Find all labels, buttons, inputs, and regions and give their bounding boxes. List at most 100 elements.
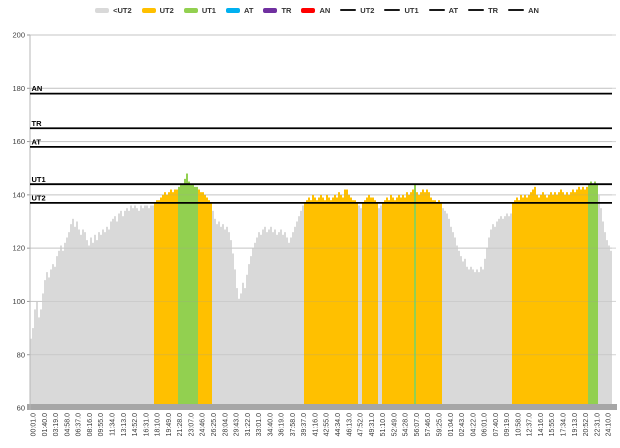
x-tick-label: 04:22.0 (470, 413, 477, 436)
x-tick-label: 18:10.0 (155, 413, 162, 436)
legend-swatch-icon (95, 7, 110, 13)
legend-label: AT (243, 5, 254, 15)
y-tick-label: 80 (17, 350, 25, 359)
zone-line-label-UT1: UT1 (32, 175, 46, 184)
x-tick-label: 37:58.0 (290, 413, 297, 436)
x-tick-label: 01:04.0 (448, 413, 455, 436)
legend-line-icon (508, 9, 525, 11)
x-tick-label: 47:52.0 (358, 413, 365, 436)
x-tick-label: 09:55.0 (98, 413, 105, 436)
legend-item-line-AN: AN (508, 6, 539, 15)
legend-item-line-UT1: UT1 (384, 5, 419, 15)
x-tick-label: 24:46.0 (200, 413, 207, 436)
x-tick-label: 51:10.0 (380, 413, 387, 436)
x-tick-label: 09:19.0 (504, 413, 511, 436)
x-tick-label: 11:34.0 (110, 413, 117, 436)
legend-item-area-UT1: UT1 (183, 5, 216, 15)
x-tick-label: 00:01.0 (31, 413, 38, 436)
x-tick-label: 17:34.0 (561, 413, 568, 436)
legend-label: UT2 (159, 5, 174, 15)
legend-item-line-UT2: UT2 (340, 6, 374, 15)
x-tick-label: 24:10.0 (606, 413, 613, 436)
legend-label: AN (528, 5, 539, 15)
hr-area-series (30, 173, 612, 406)
legend-item-area-lt-UT2: <UT2 (95, 6, 132, 15)
x-tick-label: 07:40.0 (493, 413, 500, 436)
x-tick-label: 01:40.0 (42, 413, 49, 436)
x-tick-label: 57:46.0 (425, 413, 432, 436)
x-tick-label: 59:25.0 (436, 413, 443, 436)
legend-label: UT1 (201, 5, 216, 15)
x-tick-label: 31:22.0 (245, 413, 252, 436)
x-tick-label: 08:16.0 (87, 413, 94, 436)
x-tick-label: 22:31.0 (594, 413, 601, 436)
legend-label: AT (448, 5, 459, 15)
legend-label: AN (319, 5, 331, 15)
x-tick-label: 04:58.0 (64, 413, 71, 436)
x-tick-label: 54:28.0 (403, 413, 410, 436)
x-tick-label: 15:55.0 (549, 413, 556, 436)
legend-item-area-TR: TR (263, 6, 291, 15)
legend-swatch-icon (225, 7, 240, 13)
x-tick-label: 20:52.0 (583, 413, 590, 436)
x-tick-label: 12:37.0 (527, 413, 534, 436)
zone-line-label-AT: AT (32, 138, 42, 147)
legend-label: TR (488, 5, 499, 15)
x-tick-label: 52:49.0 (391, 413, 398, 436)
x-tick-label: 06:37.0 (76, 413, 83, 436)
y-tick-label: 100 (12, 297, 25, 306)
x-tick-label: 41:16.0 (312, 413, 319, 436)
legend-label: TR (281, 5, 292, 15)
x-tick-label: 14:16.0 (538, 413, 545, 436)
y-tick-label: 60 (17, 404, 25, 413)
x-tick-label: 46:13.0 (346, 413, 353, 436)
legend-item-area-AN: AN (301, 6, 330, 15)
x-tick-label: 29:43.0 (234, 413, 241, 436)
x-tick-label: 44:34.0 (335, 413, 342, 436)
legend-swatch-icon (301, 7, 316, 13)
zone-line-label-TR: TR (32, 119, 43, 128)
y-tick-label: 200 (12, 31, 25, 40)
axis-band (27, 404, 617, 410)
legend-line-icon (468, 9, 485, 11)
x-tick-label: 02:43.0 (459, 413, 466, 436)
legend-item-area-AT: AT (225, 5, 254, 15)
x-tick-label: 19:49.0 (166, 413, 173, 436)
legend-swatch-icon (183, 7, 198, 13)
legend-item-line-TR: TR (468, 6, 498, 15)
legend-label: <UT2 (113, 5, 132, 15)
legend-item-line-AT: AT (428, 5, 459, 15)
x-tick-label: 19:13.0 (572, 413, 579, 436)
legend-line-icon (384, 9, 401, 11)
legend-line-icon (340, 9, 357, 11)
x-tick-label: 36:19.0 (279, 413, 286, 436)
y-tick-label: 160 (12, 137, 25, 146)
x-tick-label: 28:04.0 (222, 413, 229, 436)
x-tick-label: 26:25.0 (211, 413, 218, 436)
legend-line-icon (428, 9, 445, 11)
zone-line-label-AN: AN (32, 84, 43, 93)
y-tick-label: 120 (12, 244, 25, 253)
legend-label: UT2 (360, 5, 375, 15)
zone-line-label-UT2: UT2 (32, 193, 46, 202)
x-tick-label: 14:52.0 (132, 413, 139, 436)
x-tick-label: 39:37.0 (301, 413, 308, 436)
x-tick-label: 10:58.0 (515, 413, 522, 436)
y-tick-label: 140 (12, 190, 25, 199)
x-tick-label: 49:31.0 (369, 413, 376, 436)
chart-legend: <UT2 UT2 UT1 AT TR AN UT2 UT1 AT TR AN (0, 3, 620, 17)
x-tick-label: 06:01.0 (482, 413, 489, 436)
x-tick-label: 33:01.0 (256, 413, 263, 436)
legend-swatch-icon (263, 7, 278, 13)
x-tick-label: 16:31.0 (143, 413, 150, 436)
legend-label: UT1 (404, 5, 419, 15)
x-tick-label: 21:28.0 (177, 413, 184, 436)
legend-swatch-icon (141, 7, 156, 13)
x-tick-label: 03:19.0 (53, 413, 60, 436)
x-tick-label: 13:13.0 (121, 413, 128, 436)
x-tick-label: 56:07.0 (414, 413, 421, 436)
legend-item-area-UT2: UT2 (141, 5, 174, 15)
x-tick-label: 23:07.0 (188, 413, 195, 436)
x-tick-label: 34:40.0 (267, 413, 274, 436)
